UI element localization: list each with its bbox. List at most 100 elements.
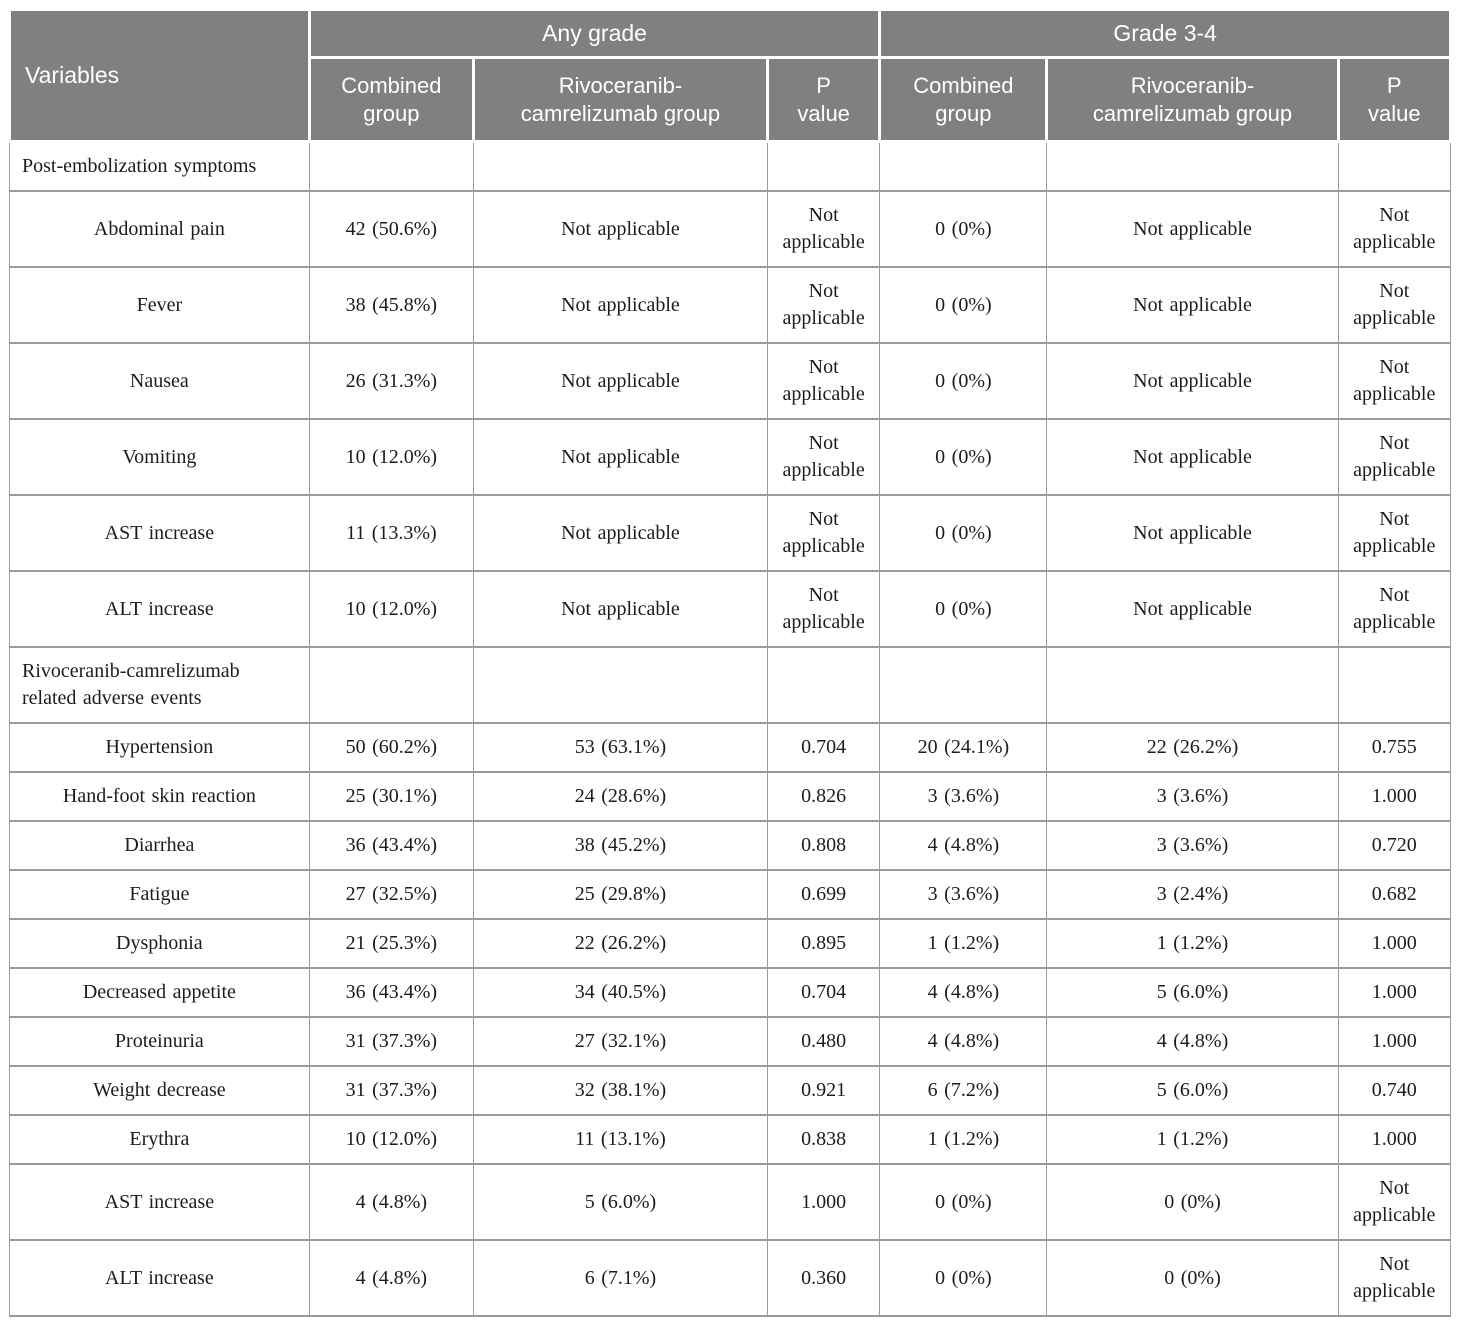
variable-name-cell: Fever [9, 266, 310, 344]
value-cell: 4 (4.8%) [879, 820, 1048, 871]
data-row: ALT increase 10 (12.0%) Not applicable Not … [9, 570, 1452, 648]
grade-3-4-group-header: Grade 3-4 [878, 8, 1452, 59]
value-cell: 5 (6.0%) [472, 1163, 768, 1241]
value-cell: 0.682 [1337, 869, 1452, 920]
data-row: Erythra 10 (12.0%) 11 (13.1%) 0.838 1 (1.2%)… [9, 1114, 1452, 1165]
value-cell: Not applicable [766, 190, 881, 268]
value-cell: 0 (0%) [879, 418, 1048, 496]
adverse-events-table: Variables Any grade Grade 3-4 Combined g… [8, 8, 1453, 1317]
value-cell: 0.838 [766, 1114, 881, 1165]
value-cell: Not applicable [1337, 1163, 1452, 1241]
value-cell: Not applicable [1337, 418, 1452, 496]
data-row: Vomiting 10 (12.0%) Not applicable Not appl… [9, 418, 1452, 496]
data-row: ALT increase 4 (4.8%) 6 (7.1%) 0.360 0 (0%) 0… [9, 1239, 1452, 1317]
value-cell: 0 (0%) [1046, 1239, 1339, 1317]
combined-group-header-grade-3-4: Combined group [878, 56, 1049, 143]
section-title: Post-embolization symptoms [9, 140, 310, 192]
value-cell: 1.000 [1337, 1016, 1452, 1067]
value-cell: 10 (12.0%) [308, 418, 474, 496]
value-cell: Not applicable [766, 418, 881, 496]
variable-name-cell: Proteinuria [9, 1016, 310, 1067]
variable-name-cell: Diarrhea [9, 820, 310, 871]
value-cell: Not applicable [1046, 418, 1339, 496]
value-cell: 0 (0%) [879, 570, 1048, 648]
variable-name-cell: AST increase [9, 494, 310, 572]
value-cell: Not applicable [472, 342, 768, 420]
value-cell: 0.826 [766, 771, 881, 822]
variable-name-cell: Weight decrease [9, 1065, 310, 1116]
value-cell: Not applicable [472, 570, 768, 648]
value-cell: 36 (43.4%) [308, 967, 474, 1018]
value-cell: 50 (60.2%) [308, 722, 474, 773]
value-cell: 4 (4.8%) [1046, 1016, 1339, 1067]
empty-cell [1046, 140, 1339, 192]
value-cell: 22 (26.2%) [472, 918, 768, 969]
value-cell: 10 (12.0%) [308, 570, 474, 648]
value-cell: Not applicable [766, 494, 881, 572]
variable-name-cell: Erythra [9, 1114, 310, 1165]
section-header-row: Post-embolization symptoms [9, 140, 1452, 192]
value-cell: 0.704 [766, 967, 881, 1018]
data-row: Fatigue 27 (32.5%) 25 (29.8%) 0.699 3 (3.6%)… [9, 869, 1452, 920]
value-cell: 1.000 [1337, 967, 1452, 1018]
value-cell: 1.000 [766, 1163, 881, 1241]
empty-cell [766, 646, 881, 724]
value-cell: 25 (29.8%) [472, 869, 768, 920]
variable-name-cell: Nausea [9, 342, 310, 420]
any-grade-group-header: Any grade [307, 8, 882, 59]
value-cell: 31 (37.3%) [308, 1016, 474, 1067]
header-row-subcolumns: Combined group Rivoceranib- camrelizumab… [10, 56, 1453, 143]
value-cell: 3 (3.6%) [1046, 771, 1339, 822]
value-cell: 0.480 [766, 1016, 881, 1067]
value-cell: 0.895 [766, 918, 881, 969]
value-cell: Not applicable [1337, 494, 1452, 572]
value-cell: 5 (6.0%) [1046, 967, 1339, 1018]
value-cell: 0 (0%) [879, 342, 1048, 420]
value-cell: 0 (0%) [879, 190, 1048, 268]
table-body: Post-embolization symptoms Abdominal pain… [9, 140, 1452, 1317]
value-cell: Not applicable [472, 494, 768, 572]
value-cell: 1.000 [1337, 1114, 1452, 1165]
combined-group-header-any-grade: Combined group [307, 56, 475, 143]
value-cell: 24 (28.6%) [472, 771, 768, 822]
empty-cell [1337, 140, 1452, 192]
value-cell: 20 (24.1%) [879, 722, 1048, 773]
value-cell: 0 (0%) [879, 1163, 1048, 1241]
value-cell: 3 (3.6%) [1046, 820, 1339, 871]
rivoceranib-group-header-grade-3-4: Rivoceranib- camrelizumab group [1045, 56, 1340, 143]
value-cell: 5 (6.0%) [1046, 1065, 1339, 1116]
data-row: Nausea 26 (31.3%) Not applicable Not applic… [9, 342, 1452, 420]
value-cell: 4 (4.8%) [308, 1163, 474, 1241]
value-cell: Not applicable [1046, 494, 1339, 572]
data-row: AST increase 4 (4.8%) 5 (6.0%) 1.000 0 (0%) 0… [9, 1163, 1452, 1241]
value-cell: 10 (12.0%) [308, 1114, 474, 1165]
variable-name-cell: Dysphonia [9, 918, 310, 969]
value-cell: Not applicable [766, 266, 881, 344]
value-cell: Not applicable [472, 190, 768, 268]
variable-name-cell: ALT increase [9, 570, 310, 648]
value-cell: Not applicable [472, 418, 768, 496]
value-cell: Not applicable [1337, 1239, 1452, 1317]
variable-name-cell: Vomiting [9, 418, 310, 496]
empty-cell [472, 646, 768, 724]
value-cell: 26 (31.3%) [308, 342, 474, 420]
data-row: Proteinuria 31 (37.3%) 27 (32.1%) 0.480 4 (4… [9, 1016, 1452, 1067]
p-value-header-any-grade: P value [765, 56, 882, 143]
value-cell: 0.720 [1337, 820, 1452, 871]
value-cell: 4 (4.8%) [308, 1239, 474, 1317]
value-cell: 0 (0%) [879, 266, 1048, 344]
header-row-groups: Variables Any grade Grade 3-4 [8, 8, 1452, 143]
value-cell: 0.704 [766, 722, 881, 773]
data-row: Hypertension 50 (60.2%) 53 (63.1%) 0.704 20 … [9, 722, 1452, 773]
value-cell: 27 (32.1%) [472, 1016, 768, 1067]
value-cell: 1.000 [1337, 771, 1452, 822]
variable-name-cell: Decreased appetite [9, 967, 310, 1018]
value-cell: Not applicable [1046, 342, 1339, 420]
empty-cell [308, 140, 474, 192]
value-cell: 0.755 [1337, 722, 1452, 773]
value-cell: 0 (0%) [879, 494, 1048, 572]
empty-cell [1337, 646, 1452, 724]
variable-name-cell: AST increase [9, 1163, 310, 1241]
value-cell: 11 (13.3%) [308, 494, 474, 572]
